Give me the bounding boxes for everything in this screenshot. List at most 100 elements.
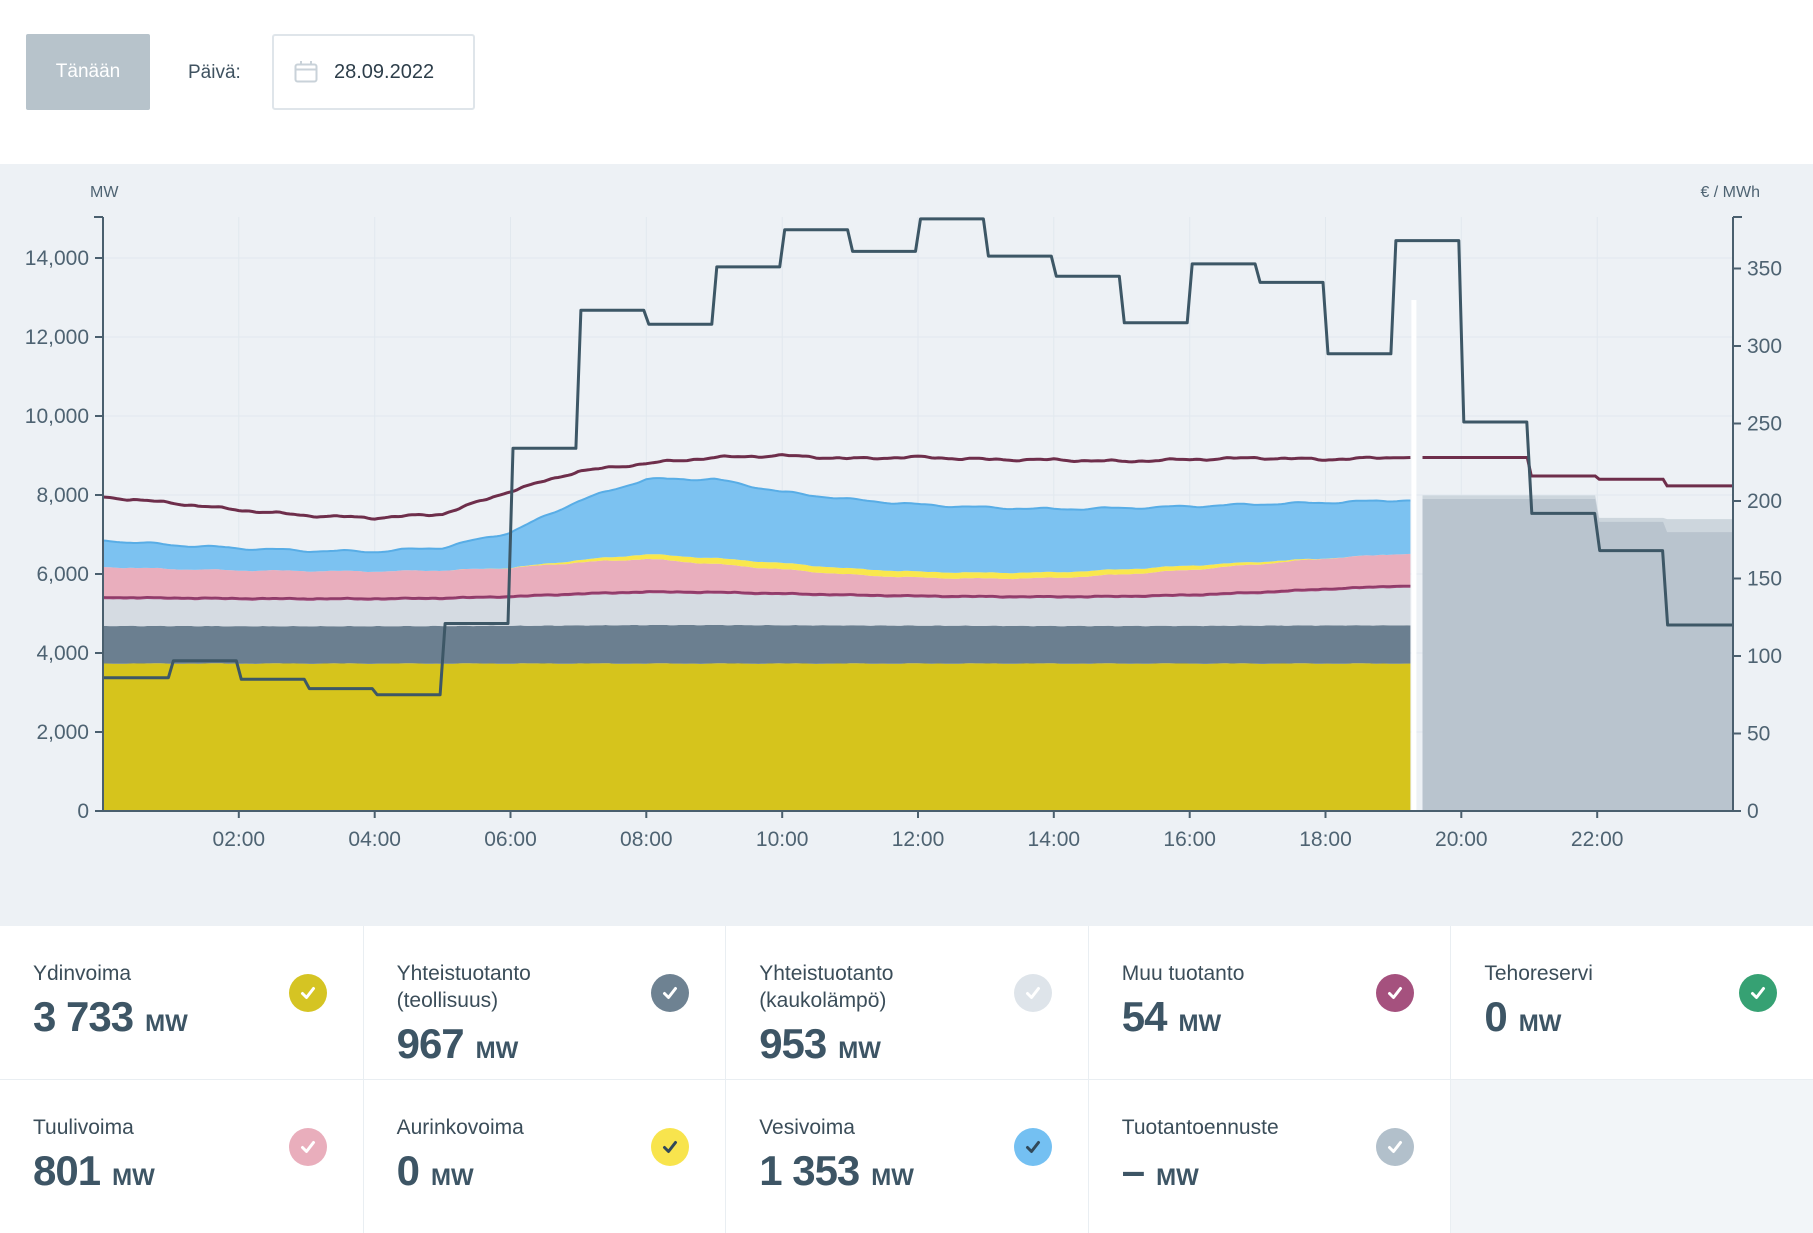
legend-label: Ydinvoima [33, 962, 132, 985]
legend-value: 953 [759, 1020, 827, 1067]
legend-value: 54 [1121, 993, 1168, 1040]
legend-cell-empty [1450, 1080, 1813, 1233]
today-button[interactable]: Tänään [26, 34, 150, 110]
legend-value: 3 733 [33, 993, 134, 1040]
production-price-chart: 0 2,000 4,000 6,000 8,000 10,000 12,000 14,000 0… [25, 184, 1782, 851]
axis-tick-label: 0 [77, 800, 89, 823]
legend-label: Yhteistuotanto (kaukolämpö) [759, 962, 894, 1012]
legend-card-yhteistuotanto-teollisuus: Yhteistuotanto (teollisuus) 967 MW [362, 926, 726, 1079]
axis-tick-label: 2,000 [36, 721, 89, 744]
check-icon [300, 1141, 315, 1153]
legend-toggle-muu-tuotanto[interactable] [1376, 974, 1415, 1012]
check-icon [1750, 987, 1765, 999]
legend-unit: MW [1518, 1010, 1562, 1037]
legend-value: 801 [33, 1147, 101, 1194]
check-icon [663, 1141, 678, 1153]
right-axis-title: € / MWh [1700, 184, 1760, 201]
topbar: Tänään Päivä: 28.09.2022 [0, 0, 1813, 164]
axis-tick-label: 150 [1747, 568, 1782, 591]
legend-value: 0 [396, 1147, 420, 1194]
area-tuulivoima [103, 553, 1411, 599]
calendar-icon [294, 61, 318, 83]
legend-unit: MW [838, 1037, 881, 1064]
axis-tick-label: 22:00 [1571, 828, 1624, 851]
axis-tick-label: 100 [1747, 645, 1782, 668]
axis-tick-label: 14:00 [1028, 828, 1081, 851]
legend-row-2: Tuulivoima 801 MW Aurinkovoima 0 MW Vesivoima 1… [0, 1079, 1813, 1233]
axis-tick-label: 14,000 [25, 247, 89, 270]
legend-card-tuotantoennuste: Tuotantoennuste – MW [1087, 1080, 1451, 1233]
legend-unit: MW [1178, 1010, 1222, 1037]
legend-label: Aurinkovoima [396, 1116, 524, 1139]
legend-label: Vesivoima [759, 1116, 855, 1139]
legend-card-vesivoima: Vesivoima 1 353 MW [725, 1080, 1088, 1233]
legend-value: – [1121, 1147, 1145, 1194]
date-field-label: Päivä: [188, 62, 241, 83]
legend: Ydinvoima 3 733 MW Yhteistuotanto (teollisu… [0, 926, 1813, 1233]
axis-tick-label: 10:00 [756, 828, 809, 851]
legend-card-tehoreservi: Tehoreservi 0 MW [1450, 926, 1813, 1079]
axis-tick-label: 20:00 [1435, 828, 1488, 851]
legend-card-tuulivoima: Tuulivoima 801 MW [0, 1080, 363, 1233]
legend-unit: MW [145, 1010, 188, 1037]
legend-toggle-aurinkovoima[interactable] [651, 1128, 690, 1166]
forecast-area-tuotantoennuste [1422, 499, 1733, 811]
legend-toggle-tuulivoima[interactable] [288, 1128, 327, 1166]
legend-toggle-ydinvoima[interactable] [288, 974, 327, 1012]
legend-unit: MW [1156, 1164, 1199, 1191]
axis-tick-label: 250 [1747, 413, 1782, 436]
legend-toggle-yhteistuotanto-teollisuus[interactable] [651, 974, 690, 1012]
legend-unit: MW [871, 1164, 914, 1191]
legend-label: Yhteistuotanto (teollisuus) [396, 962, 531, 1012]
check-icon [1025, 987, 1040, 999]
axis-tick-label: 50 [1747, 723, 1770, 746]
legend-value: 967 [396, 1020, 465, 1067]
axis-tick-label: 18:00 [1299, 828, 1352, 851]
left-axis-title: MW [90, 184, 119, 201]
legend-card-aurinkovoima: Aurinkovoima 0 MW [362, 1080, 726, 1233]
date-picker[interactable]: 28.09.2022 [272, 34, 475, 110]
axis-tick-label: 350 [1747, 258, 1782, 281]
chart-panel: 0 2,000 4,000 6,000 8,000 10,000 12,000 14,000 0… [0, 164, 1813, 926]
legend-unit: MW [112, 1164, 155, 1191]
muu-tuotanto-edge [102, 584, 1411, 600]
legend-toggle-tehoreservi[interactable] [1738, 974, 1777, 1012]
axis-tick-label: 8,000 [36, 484, 89, 507]
legend-toggle-vesivoima[interactable] [1013, 1128, 1052, 1166]
price-line [103, 217, 1733, 697]
legend-label: Tuotantoennuste [1121, 1116, 1279, 1139]
legend-card-yhteistuotanto-kaukolampo: Yhteistuotanto (kaukolämpö) 953 MW [725, 926, 1088, 1079]
axis-tick-label: 0 [1747, 800, 1759, 823]
axis-tick-label: 300 [1747, 335, 1782, 358]
chart-plot-area[interactable] [103, 217, 1733, 811]
legend-label: Tehoreservi [1484, 962, 1593, 985]
consumption-line [102, 453, 1411, 521]
check-icon [1388, 987, 1403, 999]
area-yhteistuotanto-kaukol-mp- [103, 587, 1411, 627]
now-divider [1411, 300, 1417, 811]
check-icon [663, 987, 678, 999]
axis-tick-label: 02:00 [213, 828, 266, 851]
axis-tick-label: 200 [1747, 490, 1782, 513]
legend-unit: MW [475, 1037, 519, 1064]
legend-unit: MW [430, 1164, 474, 1191]
legend-card-ydinvoima: Ydinvoima 3 733 MW [0, 926, 363, 1079]
legend-toggle-yhteistuotanto-kaukolampo[interactable] [1013, 974, 1052, 1012]
axis-tick-label: 12:00 [892, 828, 945, 851]
vesivoima-edge [102, 477, 1411, 554]
axis-tick-label: 08:00 [620, 828, 673, 851]
check-icon [1025, 1141, 1040, 1153]
check-icon [300, 987, 315, 999]
area-yhteistuotanto-teollisuus- [103, 624, 1411, 664]
axis-tick-label: 04:00 [348, 828, 401, 851]
legend-card-muu-tuotanto: Muu tuotanto 54 MW [1087, 926, 1451, 1079]
legend-value: 0 [1484, 993, 1507, 1040]
area-ydinvoima [103, 663, 1411, 811]
legend-value: 1 353 [759, 1147, 860, 1194]
legend-row-1: Ydinvoima 3 733 MW Yhteistuotanto (teollisu… [0, 926, 1813, 1079]
legend-label: Muu tuotanto [1121, 962, 1245, 985]
check-icon [1388, 1141, 1403, 1153]
legend-label: Tuulivoima [33, 1116, 134, 1139]
legend-toggle-tuotantoennuste[interactable] [1376, 1128, 1415, 1166]
